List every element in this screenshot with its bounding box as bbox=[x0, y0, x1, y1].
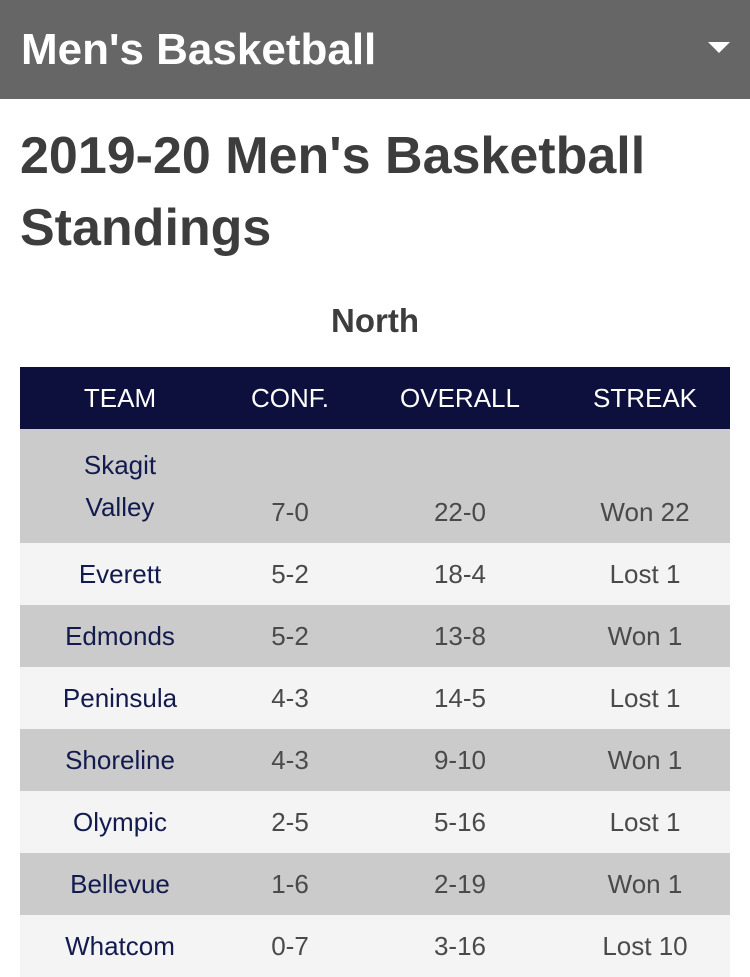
table-row: Edmonds 5-2 13-8 Won 1 bbox=[20, 605, 730, 667]
column-header-conf: CONF. bbox=[220, 367, 360, 429]
overall-record: 2-19 bbox=[360, 853, 560, 915]
team-name: Bellevue bbox=[20, 853, 220, 915]
conf-record: 4-3 bbox=[220, 729, 360, 791]
conf-record: 4-3 bbox=[220, 667, 360, 729]
team-name: Peninsula bbox=[20, 667, 220, 729]
table-header-row: TEAM CONF. OVERALL STREAK bbox=[20, 367, 730, 429]
overall-record: 3-16 bbox=[360, 915, 560, 977]
overall-record: 14-5 bbox=[360, 667, 560, 729]
table-row: Everett 5-2 18-4 Lost 1 bbox=[20, 543, 730, 605]
streak: Won 22 bbox=[560, 429, 730, 543]
division-title: North bbox=[331, 302, 419, 339]
team-name: Shoreline bbox=[20, 729, 220, 791]
conf-record: 0-7 bbox=[220, 915, 360, 977]
team-name: Everett bbox=[20, 543, 220, 605]
overall-record: 13-8 bbox=[360, 605, 560, 667]
table-row: Whatcom 0-7 3-16 Lost 10 bbox=[20, 915, 730, 977]
streak: Lost 1 bbox=[560, 791, 730, 853]
team-name: Whatcom bbox=[20, 915, 220, 977]
table-row: Olympic 2-5 5-16 Lost 1 bbox=[20, 791, 730, 853]
streak: Won 1 bbox=[560, 605, 730, 667]
streak: Won 1 bbox=[560, 729, 730, 791]
conf-record: 5-2 bbox=[220, 543, 360, 605]
standings-table: TEAM CONF. OVERALL STREAK Skagit Valley … bbox=[20, 367, 730, 977]
header-title[interactable]: Men's Basketball bbox=[21, 25, 377, 74]
streak: Lost 1 bbox=[560, 543, 730, 605]
overall-record: 18-4 bbox=[360, 543, 560, 605]
team-name: Skagit Valley bbox=[20, 429, 220, 543]
conf-record: 1-6 bbox=[220, 853, 360, 915]
conf-record: 7-0 bbox=[220, 429, 360, 543]
team-name: Olympic bbox=[20, 791, 220, 853]
overall-record: 22-0 bbox=[360, 429, 560, 543]
table-row: Bellevue 1-6 2-19 Won 1 bbox=[20, 853, 730, 915]
streak: Lost 1 bbox=[560, 667, 730, 729]
page-title: 2019-20 Men's Basketball Standings bbox=[20, 127, 646, 257]
column-header-streak: STREAK bbox=[560, 367, 730, 429]
team-name: Edmonds bbox=[20, 605, 220, 667]
table-row: Shoreline 4-3 9-10 Won 1 bbox=[20, 729, 730, 791]
overall-record: 5-16 bbox=[360, 791, 560, 853]
site-header[interactable]: Men's Basketball bbox=[0, 0, 750, 99]
streak: Lost 10 bbox=[560, 915, 730, 977]
table-row: Skagit Valley 7-0 22-0 Won 22 bbox=[20, 429, 730, 543]
column-header-team: TEAM bbox=[20, 367, 220, 429]
caret-down-icon[interactable] bbox=[708, 42, 730, 53]
overall-record: 9-10 bbox=[360, 729, 560, 791]
conf-record: 5-2 bbox=[220, 605, 360, 667]
table-row: Peninsula 4-3 14-5 Lost 1 bbox=[20, 667, 730, 729]
conf-record: 2-5 bbox=[220, 791, 360, 853]
streak: Won 1 bbox=[560, 853, 730, 915]
column-header-overall: OVERALL bbox=[360, 367, 560, 429]
